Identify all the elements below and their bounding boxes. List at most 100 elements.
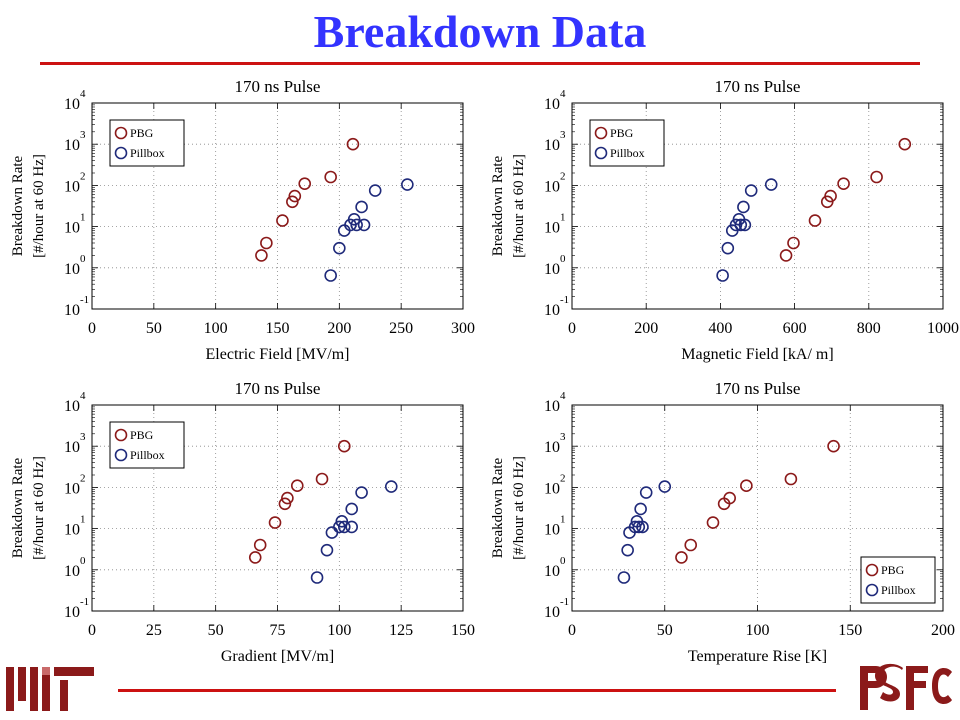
y-axis-label: Breakdown Rate [10, 155, 26, 256]
y-tick-label: 10 [544, 137, 560, 154]
y-tick-label: 10 [544, 261, 560, 278]
x-axis-label: Electric Field [MV/m] [206, 346, 350, 363]
y-tick-exponent: 2 [80, 472, 86, 484]
data-point-pillbox [345, 520, 359, 534]
y-tick-exponent: 4 [80, 88, 86, 100]
data-point-pillbox [337, 520, 351, 534]
data-point-pbg [315, 472, 329, 486]
data-point-pbg [837, 177, 850, 190]
data-point-pbg [260, 236, 273, 250]
x-tick-label: 150 [838, 622, 862, 639]
legend-marker-pbg [865, 563, 879, 577]
x-tick-label: 150 [451, 622, 475, 639]
y-tick-exponent: 3 [560, 129, 566, 141]
data-point-pillbox [744, 184, 758, 197]
y-tick-exponent: 1 [560, 212, 566, 224]
data-point-pbg [286, 195, 299, 209]
y-tick-exponent: 3 [80, 431, 86, 443]
data-point-pillbox [658, 480, 672, 493]
legend-label-pbg: PBG [130, 126, 154, 140]
data-point-pbg [675, 551, 688, 564]
y-tick-label: 10 [64, 220, 80, 237]
data-point-pillbox [738, 218, 752, 232]
x-tick-label: 50 [657, 622, 673, 639]
y-tick-exponent: 4 [560, 88, 566, 100]
legend: PBG Pillbox [589, 119, 665, 167]
data-point-pbg [346, 137, 360, 151]
y-tick-label: 10 [544, 178, 560, 195]
data-point-pbg [268, 516, 282, 529]
y-tick-exponent: -1 [560, 294, 569, 306]
y-tick-exponent: 2 [80, 170, 86, 182]
x-tick-label: 1000 [927, 320, 959, 337]
y-tick-label: 10 [64, 302, 80, 319]
data-point-pbg [740, 479, 753, 492]
data-point-pillbox [764, 178, 778, 191]
data-point-pillbox [621, 543, 634, 557]
y-tick-exponent: 3 [80, 129, 86, 141]
chart-title: 170 ns Pulse [715, 77, 801, 96]
data-point-pillbox [401, 178, 414, 191]
x-axis-label: Gradient [MV/m] [221, 648, 334, 665]
data-point-pillbox [355, 200, 368, 214]
data-point-pillbox [617, 571, 631, 584]
data-point-pillbox [325, 526, 339, 539]
y-tick-exponent: 1 [560, 514, 566, 526]
data-point-pillbox [639, 486, 653, 499]
data-point-pbg [870, 170, 883, 184]
y-tick-label: 10 [544, 220, 560, 237]
psfc-logo [860, 663, 952, 710]
legend-marker-pillbox [114, 146, 128, 160]
x-axis-label: Temperature Rise [K] [688, 648, 827, 665]
footer-rule [118, 689, 836, 692]
y-tick-label: 10 [64, 96, 80, 113]
y-tick-label: 10 [64, 178, 80, 195]
data-point-pillbox [333, 241, 346, 255]
data-point-pillbox [333, 520, 346, 534]
legend-label-pbg: PBG [130, 428, 154, 442]
legend: PBG Pillbox [860, 556, 936, 604]
y-tick-exponent: -1 [560, 596, 569, 608]
data-point-pillbox [384, 480, 398, 493]
y-axis-label-units: [#/hour at 60 Hz] [511, 456, 527, 560]
data-point-pillbox [628, 520, 642, 534]
legend-label-pbg: PBG [881, 563, 905, 577]
y-tick-exponent: 0 [560, 253, 566, 265]
y-tick-label: 10 [64, 563, 80, 580]
y-tick-exponent: 4 [80, 390, 86, 402]
y-tick-label: 10 [544, 480, 560, 497]
data-point-pbg [276, 214, 289, 227]
y-tick-exponent: 1 [80, 212, 86, 224]
y-tick-label: 10 [64, 439, 80, 456]
legend-label-pbg: PBG [610, 126, 634, 140]
chart-title: 170 ns Pulse [235, 379, 321, 398]
data-point-pillbox [737, 200, 750, 214]
data-point-pillbox [320, 543, 334, 557]
y-tick-exponent: 1 [80, 514, 86, 526]
y-tick-label: 10 [64, 480, 80, 497]
data-point-pbg [684, 538, 698, 552]
x-tick-label: 0 [568, 622, 576, 639]
x-tick-label: 0 [568, 320, 576, 337]
y-tick-exponent: 0 [80, 253, 86, 265]
data-point-pillbox [347, 213, 361, 226]
data-point-pbg [706, 516, 720, 529]
x-tick-label: 100 [204, 320, 228, 337]
data-point-pillbox [310, 571, 324, 584]
y-tick-exponent: 3 [560, 431, 566, 443]
data-point-pillbox [368, 184, 382, 197]
y-tick-label: 10 [64, 398, 80, 415]
y-tick-label: 10 [544, 563, 560, 580]
data-point-pillbox [636, 520, 649, 534]
y-tick-label: 10 [544, 439, 560, 456]
x-tick-label: 50 [208, 622, 224, 639]
y-tick-exponent: 0 [560, 555, 566, 567]
data-point-pbg [723, 491, 736, 505]
title-underline [40, 62, 920, 65]
y-axis-label: Breakdown Rate [490, 457, 506, 558]
data-point-pbg [278, 497, 292, 511]
legend: PBG Pillbox [109, 421, 185, 469]
